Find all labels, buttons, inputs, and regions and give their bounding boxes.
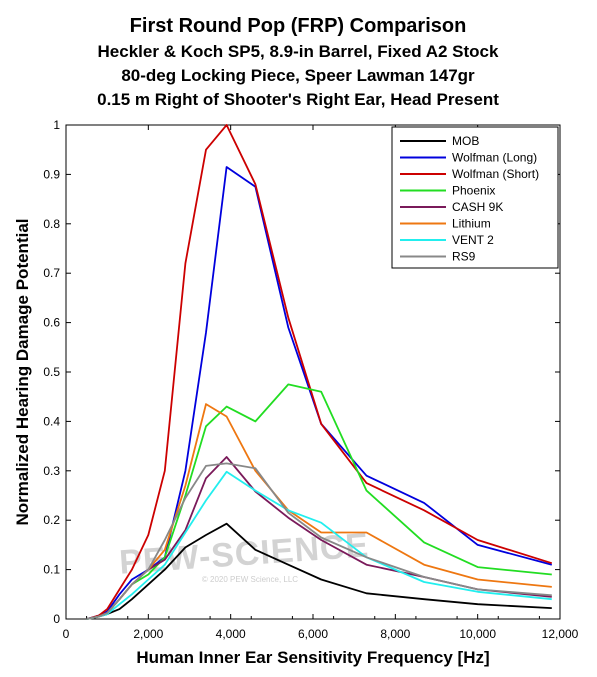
x-tick-label: 6,000 (298, 627, 328, 641)
y-tick-label: 0.5 (43, 365, 60, 379)
y-axis-label: Normalized Hearing Damage Potential (13, 218, 32, 525)
y-tick-label: 0.6 (43, 316, 60, 330)
y-tick-label: 0.4 (43, 414, 60, 428)
series-line-wolfman-long (86, 166, 553, 620)
watermark-copyright: © 2020 PEW Science, LLC (202, 575, 298, 584)
y-tick-label: 1 (53, 118, 60, 132)
legend-label-phoenix: Phoenix (452, 184, 495, 198)
legend-label-vent-2: VENT 2 (452, 233, 494, 247)
x-tick-label: 0 (63, 627, 70, 641)
legend-label-wolfman-short: Wolfman (Short) (452, 167, 539, 181)
x-axis-ticks: 0 2,000 4,000 6,000 8,000 10,000 12,000 (63, 125, 579, 641)
chart-subtitle-line-1: Heckler & Koch SP5, 8.9-in Barrel, Fixed… (98, 42, 499, 61)
x-tick-label: 8,000 (380, 627, 410, 641)
y-tick-label: 0.2 (43, 513, 60, 527)
legend-label-wolfman-long: Wolfman (Long) (452, 151, 537, 165)
y-tick-label: 0 (53, 612, 60, 626)
chart-subtitle-line-2: 80-deg Locking Piece, Speer Lawman 147gr (121, 66, 475, 85)
legend-label-mob: MOB (452, 134, 479, 148)
y-tick-label: 0.7 (43, 266, 60, 280)
legend: MOB Wolfman (Long) Wolfman (Short) Phoenix C… (391, 126, 559, 269)
legend-label-rs9: RS9 (452, 250, 476, 264)
x-tick-label: 10,000 (459, 627, 496, 641)
y-tick-label: 0.1 (43, 563, 60, 577)
chart-subtitle-line-3: 0.15 m Right of Shooter's Right Ear, Hea… (97, 90, 499, 109)
x-tick-label: 2,000 (133, 627, 163, 641)
legend-label-lithium: Lithium (452, 217, 491, 231)
y-tick-label: 0.9 (43, 167, 60, 181)
series-line-rs9 (86, 462, 552, 620)
series-line-wolfman-short (86, 124, 553, 620)
x-tick-label: 4,000 (216, 627, 246, 641)
y-tick-label: 0.3 (43, 464, 60, 478)
series-line-lithium (86, 403, 552, 620)
legend-label-cash-9k: CASH 9K (452, 200, 503, 214)
y-tick-label: 0.8 (43, 217, 60, 231)
legend-box (391, 126, 559, 269)
series-lines (86, 124, 553, 620)
x-tick-label: 12,000 (542, 627, 579, 641)
series-line-cash-9k (86, 456, 552, 620)
chart-title: First Round Pop (FRP) Comparison (130, 15, 467, 37)
x-axis-label: Human Inner Ear Sensitivity Frequency [H… (136, 648, 489, 667)
